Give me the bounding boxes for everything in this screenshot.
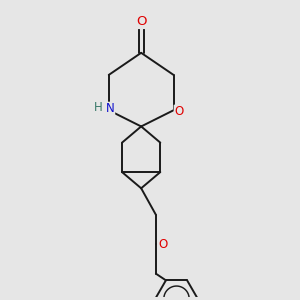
Text: O: O <box>136 15 146 28</box>
Text: H: H <box>94 101 103 114</box>
Text: O: O <box>174 105 184 118</box>
Text: N: N <box>106 102 115 115</box>
Text: O: O <box>159 238 168 251</box>
